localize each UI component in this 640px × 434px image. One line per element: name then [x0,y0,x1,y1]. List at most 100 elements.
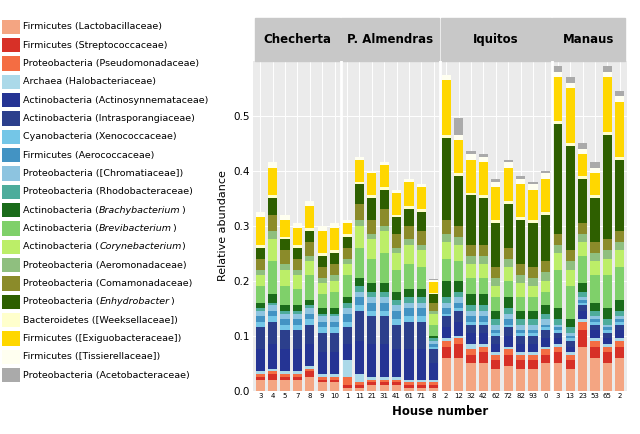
Bar [491,179,500,182]
Bar [454,297,463,302]
Bar [467,325,476,333]
Bar [268,168,277,195]
Bar [367,382,376,385]
Text: Firmicutes ([Exiguobacteraceae]): Firmicutes ([Exiguobacteraceae]) [23,334,182,343]
Bar [367,171,376,174]
Bar [367,316,376,344]
Bar [578,300,588,302]
Bar [380,302,389,311]
Bar [454,281,463,292]
Bar [429,311,438,314]
Bar [417,385,426,388]
Bar [603,135,612,240]
Bar [330,253,339,264]
Text: Proteobacteria (Aeromonadaceae): Proteobacteria (Aeromonadaceae) [23,261,187,270]
Bar [454,245,463,261]
Bar [268,198,277,215]
Bar [615,250,625,267]
Bar [280,286,290,306]
Bar [442,316,451,327]
Bar [255,248,265,259]
Bar [292,314,302,319]
Bar [504,248,513,259]
Bar [355,157,364,160]
Bar [342,237,351,248]
Bar [380,380,389,382]
Bar [479,316,488,322]
Bar [417,267,426,289]
Bar [440,18,551,61]
Bar [3,368,20,382]
Bar [305,308,314,314]
Bar [367,380,376,382]
Bar [541,261,550,273]
Bar [355,184,364,204]
Bar [417,245,426,250]
Bar [442,75,451,80]
Bar [380,209,389,226]
Bar [330,228,339,250]
Bar [330,374,339,377]
Bar [504,168,513,201]
Bar [392,300,401,306]
Bar [342,322,351,327]
Bar [342,344,351,360]
Bar [467,355,476,363]
Bar [417,322,426,349]
Bar [578,154,588,176]
Bar [280,330,290,349]
Bar [268,316,277,322]
Text: Firmicutes (Lactobacillaceae): Firmicutes (Lactobacillaceae) [23,23,163,31]
Bar [467,154,476,160]
Bar [317,327,327,333]
Bar [280,325,290,330]
Bar [529,278,538,286]
Bar [280,349,290,372]
Bar [280,237,290,240]
Bar [268,231,277,240]
Bar [578,302,588,306]
Bar [541,281,550,292]
Bar [566,327,575,333]
Bar [516,264,525,275]
Bar [355,226,364,248]
Bar [578,179,588,223]
Bar [578,306,588,311]
Bar [491,220,500,223]
Bar [590,339,600,341]
Bar [317,382,327,391]
Bar [417,308,426,316]
Bar [342,314,351,322]
Bar [317,380,327,382]
Bar [317,256,327,267]
Bar [553,344,563,347]
Bar [442,80,451,135]
Text: Checherta: Checherta [264,33,332,46]
Bar [330,333,339,352]
Bar [454,237,463,245]
Bar [467,311,476,316]
Bar [479,278,488,294]
Bar [330,223,339,228]
Bar [529,223,538,267]
Bar [429,385,438,388]
Bar [305,261,314,275]
Bar [516,352,525,355]
Bar [255,212,265,217]
Bar [342,385,351,388]
Bar [516,355,525,360]
Bar [467,344,476,349]
Bar [392,325,401,349]
Bar [516,335,525,344]
Bar [355,220,364,226]
Bar [541,212,550,215]
Text: Proteobacteria (Acetobacteraceae): Proteobacteria (Acetobacteraceae) [23,371,190,380]
Bar [429,339,438,341]
Bar [330,380,339,382]
Bar [566,143,575,146]
Bar [268,322,277,344]
Bar [268,195,277,198]
Bar [541,347,550,349]
Bar [305,344,314,366]
Bar [417,349,426,380]
